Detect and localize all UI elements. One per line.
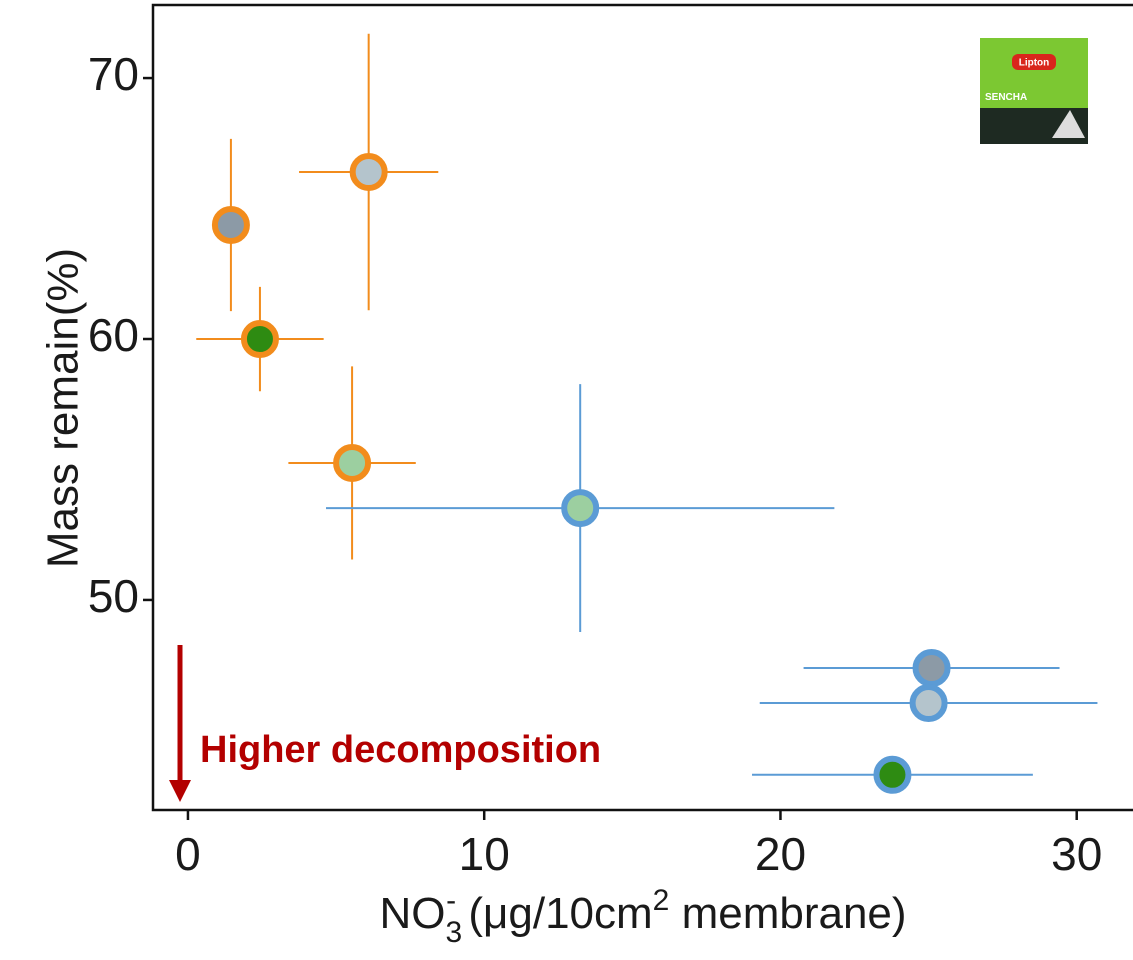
point [240,320,279,359]
x-axis-label-part: (μg/10cm [456,889,653,938]
point [333,443,372,482]
y-tick-label: 50 [88,570,139,622]
y-tick-label: 70 [88,48,139,100]
point [909,684,948,723]
logo: Lipton SENCHA [980,38,1088,144]
point-group [803,649,1060,688]
plot-frame [151,3,1133,812]
point-group [759,684,1098,723]
x-axis-label-part: NO [379,889,445,938]
point-group [326,384,835,633]
annotation-arrowhead [169,780,191,802]
point-group [288,366,416,560]
logo-name: SENCHA [985,92,1027,103]
x-axis-label-part: 3 [445,916,462,949]
point [912,649,951,688]
x-tick-label: 20 [755,828,806,880]
x-axis-label: NO3- (μg/10cm2 membrane) [379,884,906,949]
annotation: Higher decomposition [200,729,601,771]
point-group [752,755,1033,794]
logo-badge [1012,54,1056,70]
point-group [299,33,439,311]
point-group [196,286,324,392]
logo-brand: Lipton [1019,58,1050,69]
x-tick-label: 0 [175,828,201,880]
y-tick-label: 60 [88,309,139,361]
point [561,489,600,528]
point [873,755,912,794]
x-axis-label-part: 2 [653,884,670,917]
point [349,153,388,192]
x-tick-label: 30 [1051,828,1102,880]
point-group [211,138,250,312]
x-axis-label-part: - [446,884,456,917]
x-axis-label-part: membrane) [669,889,906,938]
x-tick-label: 10 [459,828,510,880]
logo-bag [1052,110,1085,138]
y-axis-label: Mass remain(%) [39,248,88,568]
point [211,205,250,244]
